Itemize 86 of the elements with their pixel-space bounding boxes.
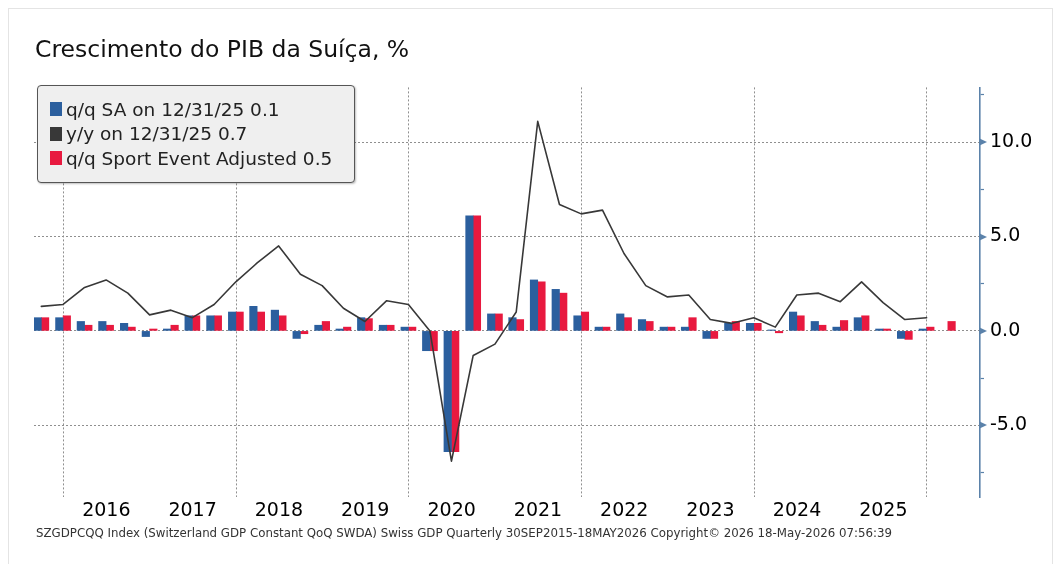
- bar: [494, 313, 503, 331]
- bar: [853, 317, 862, 331]
- bar: [897, 331, 906, 339]
- bar: [213, 315, 222, 331]
- bar: [163, 328, 172, 331]
- bar: [343, 326, 352, 331]
- bar: [98, 321, 107, 331]
- x-tick-label: 2024: [772, 498, 822, 521]
- bar: [788, 311, 798, 331]
- bar: [810, 321, 819, 331]
- bar: [386, 324, 395, 331]
- y-tick-label: 5.0: [990, 223, 1021, 246]
- legend-label: q/q Sport Event Adjusted 0.5: [66, 147, 333, 169]
- y-tick-label: 0.0: [990, 317, 1021, 340]
- bar: [573, 315, 582, 331]
- bar: [292, 331, 301, 339]
- bar: [623, 317, 632, 331]
- bar: [206, 315, 215, 331]
- bar: [861, 315, 870, 331]
- bar: [256, 311, 265, 331]
- bar: [839, 320, 849, 331]
- bar: [616, 313, 625, 331]
- legend-label: q/q SA on 12/31/25 0.1: [66, 98, 280, 120]
- chart-title: Crescimento do PIB da Suíça, %: [35, 34, 410, 64]
- y-tick-label: -5.0: [990, 412, 1028, 435]
- bar: [745, 323, 755, 331]
- bar: [443, 331, 452, 453]
- bar: [918, 328, 927, 331]
- bar: [235, 311, 244, 331]
- bar: [422, 331, 431, 352]
- bar: [141, 331, 150, 337]
- bar: [753, 323, 762, 331]
- bar: [688, 317, 697, 331]
- bar: [702, 331, 711, 339]
- bar: [105, 324, 114, 331]
- bar: [149, 328, 158, 331]
- x-tick-label: 2022: [600, 498, 649, 521]
- x-tick-label: 2018: [254, 498, 304, 521]
- bar: [774, 331, 784, 334]
- y-tick-label: 10.0: [990, 129, 1033, 152]
- bar: [832, 326, 841, 331]
- bar: [400, 326, 409, 331]
- bar: [278, 315, 287, 331]
- bar: [321, 321, 330, 331]
- bar: [529, 279, 539, 331]
- bar: [364, 318, 373, 331]
- bar: [314, 324, 323, 331]
- bar: [551, 289, 560, 331]
- bar: [537, 281, 546, 331]
- bar: [270, 309, 279, 331]
- bar: [796, 315, 805, 331]
- bar: [62, 315, 71, 331]
- bar: [249, 306, 258, 331]
- bar: [680, 326, 690, 331]
- bar: [645, 321, 654, 331]
- bar: [55, 317, 64, 331]
- x-tick-label: 2023: [686, 498, 735, 521]
- legend-label: y/y on 12/31/25 0.7: [66, 123, 248, 145]
- x-tick-label: 2019: [340, 498, 390, 521]
- x-tick-label: 2016: [82, 498, 131, 521]
- bar: [41, 317, 50, 331]
- x-tick-label: 2020: [427, 498, 476, 521]
- x-tick-label: 2025: [859, 498, 908, 521]
- bar: [637, 319, 647, 331]
- bar: [594, 326, 603, 331]
- bar: [904, 331, 913, 340]
- text: SZGDPCQQ Index (Switzerland GDP Constant QoQ SWDA) Swiss GDP Quarterly 30SEP2015-18MAY2026 Copyright© 2026 18-May-2026 07:56:39: [36, 526, 892, 540]
- bar: [76, 321, 85, 331]
- bar: [34, 317, 42, 331]
- bar: [926, 326, 935, 331]
- bar: [378, 324, 388, 331]
- bar: [170, 324, 179, 331]
- bar: [487, 313, 496, 331]
- bar: [465, 215, 474, 331]
- bar: [335, 328, 344, 331]
- bar: [228, 311, 237, 331]
- bar: [947, 321, 956, 331]
- bar: [120, 323, 129, 331]
- x-tick-label: 2021: [513, 498, 563, 521]
- bar: [127, 326, 136, 331]
- bar: [882, 328, 891, 331]
- bar: [724, 323, 733, 331]
- bar: [184, 315, 193, 331]
- x-tick-label: 2017: [168, 498, 217, 521]
- bar: [659, 326, 668, 331]
- bar: [875, 328, 884, 331]
